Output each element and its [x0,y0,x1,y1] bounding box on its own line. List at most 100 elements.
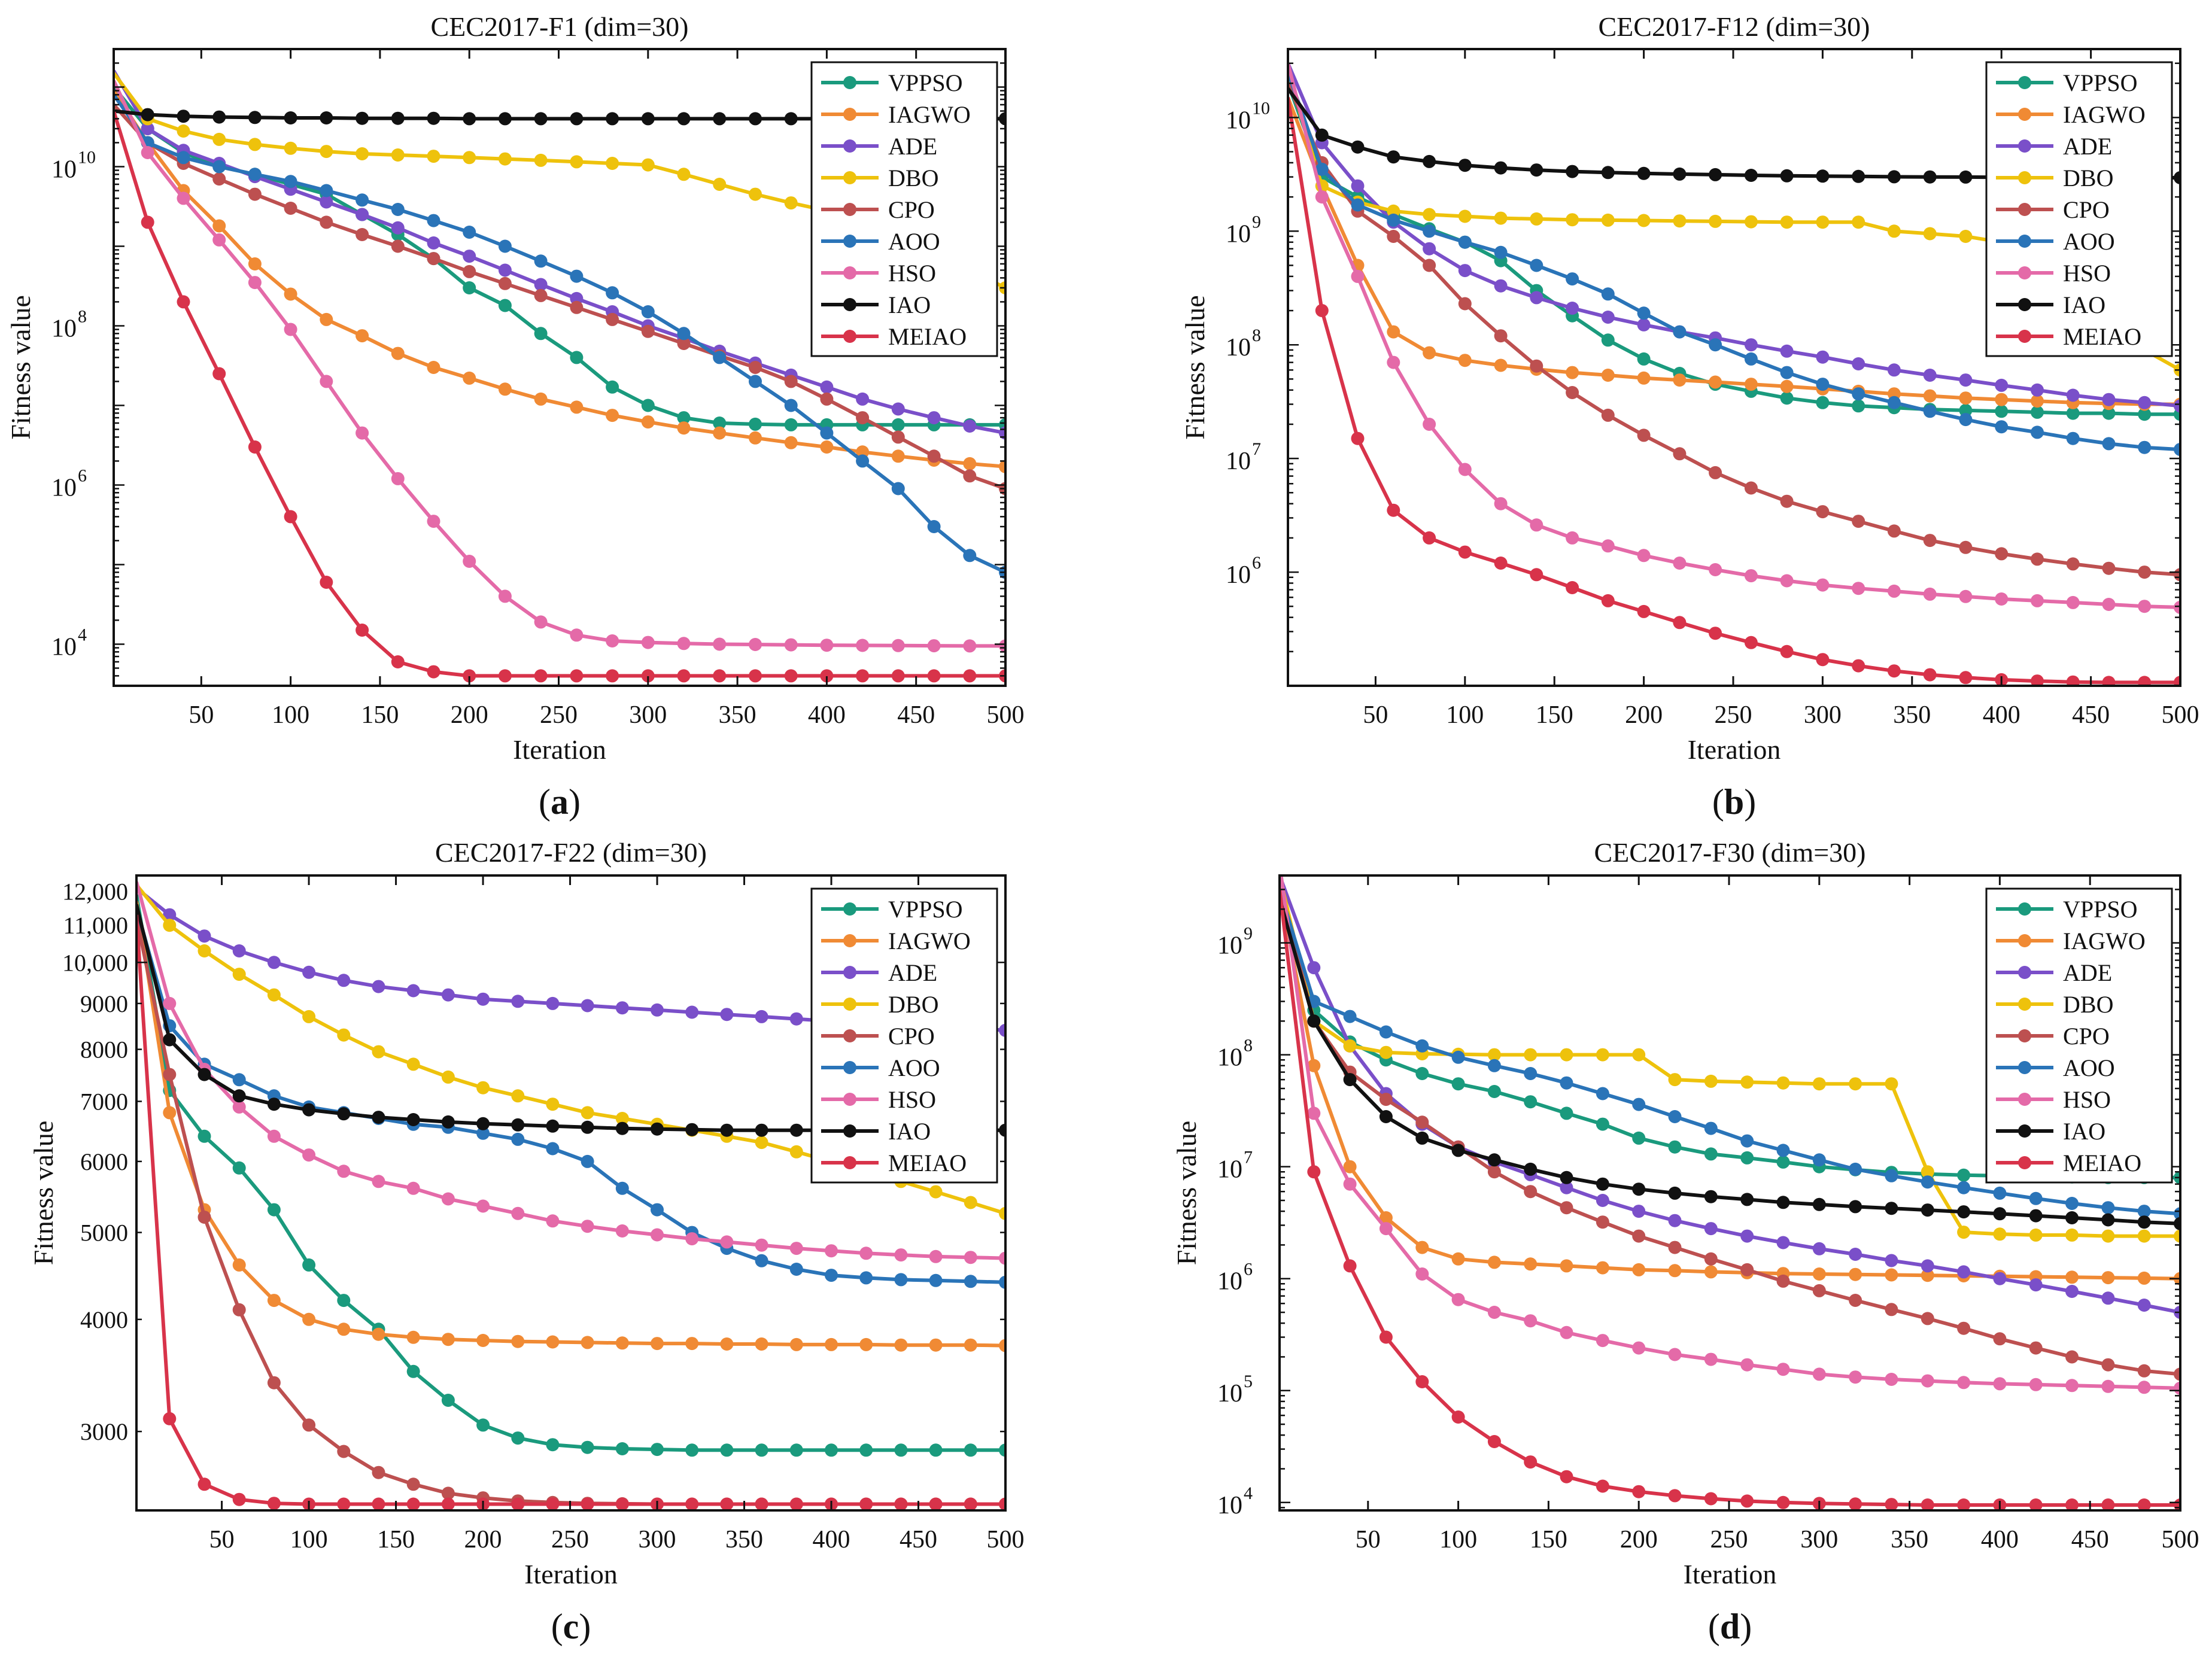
data-point-iao [1560,1170,1573,1184]
data-point-iao [615,1121,629,1135]
panel-caption: (c) [551,1607,591,1646]
data-point-iao [463,112,476,126]
legend-swatch-marker [843,330,856,343]
y-tick-base: 10 [1217,932,1242,960]
x-tick-label: 450 [2071,1526,2109,1553]
data-point-meiao [749,669,762,683]
legend-item-dbo: DBO [821,165,938,191]
data-point-iao [441,1115,455,1129]
data-point-ade [2031,383,2044,397]
data-point-dbo [1957,1226,1971,1239]
data-point-cpo [212,172,226,186]
data-point-iagwo [1494,358,1508,372]
data-point-cpo [1923,534,1937,548]
data-point-vppso [476,1418,490,1432]
data-point-cpo [1387,230,1400,243]
data-point-cpo [1668,1241,1682,1254]
data-point-hso [1530,518,1543,532]
legend-swatch-marker [843,139,856,153]
data-point-ade [2066,388,2080,402]
data-point-hso [713,637,727,651]
data-point-aoo [391,203,405,216]
data-point-ade [999,1023,1005,1037]
data-point-dbo [929,1185,943,1199]
data-point-iao [534,112,548,126]
data-point-dbo [463,151,476,165]
data-point-aoo [1744,352,1758,366]
y-tick-label: 6000 [80,1148,128,1175]
data-point-hso [927,639,941,653]
data-point-dbo [641,158,655,172]
data-point-aoo [1776,1144,1790,1157]
data-point-iao [1596,1177,1609,1191]
data-point-meiao [1379,1330,1393,1344]
data-point-cpo [1673,447,1687,461]
data-point-iao [372,1111,385,1124]
data-point-aoo [1885,1169,1898,1182]
data-point-meiao [1351,431,1365,445]
data-point-vppso [784,418,798,431]
data-point-vppso [641,399,655,412]
data-point-hso [1812,1367,1826,1381]
data-point-dbo [581,1106,594,1120]
y-tick-label: 10,000 [62,949,128,976]
panel-caption: (d) [1708,1607,1752,1646]
data-point-meiao [713,669,727,683]
data-point-meiao [1307,1165,1321,1179]
legend-swatch-marker [2018,966,2031,979]
data-point-cpo [198,1211,211,1224]
legend-item-ade: ADE [1996,133,2112,160]
y-tick-label: 7000 [80,1088,128,1115]
data-point-iao [1776,1196,1790,1209]
data-point-iao [1632,1182,1646,1196]
x-tick-label: 450 [900,1526,937,1553]
data-point-hso [651,1228,664,1242]
axes-frame [1278,874,2181,1512]
data-point-iao [749,112,762,126]
data-point-cpo [1776,1274,1790,1288]
data-point-aoo [755,1254,768,1267]
data-point-ade [1740,1229,1754,1243]
data-point-hso [476,1199,490,1213]
data-point-dbo [1816,215,1830,229]
data-point-ade [1812,1242,1826,1255]
legend-label: MEIAO [888,323,967,350]
data-point-iao [1849,1200,1862,1214]
y-tick-label: 8000 [80,1036,128,1063]
data-point-ade [789,1012,803,1026]
data-point-cpo [1560,1201,1573,1215]
chart-panel-a: CEC2017-F1 (dim=30) 50 100 150 200 250 300 350 4… [5,11,1025,822]
data-point-cpo [1849,1294,1862,1307]
data-point-hso [1487,1306,1501,1319]
data-point-cpo [2065,1350,2079,1364]
legend-swatch-marker [2018,998,2031,1011]
data-point-dbo [232,968,246,981]
data-point-iagwo [1423,346,1436,360]
legend-item-iagwo: IAGWO [821,101,971,128]
legend-label: DBO [888,991,938,1018]
legend: VPPSO IAGWO ADE DBO CPO AOO HSO IAO MEIAO [1985,887,2173,1184]
data-point-aoo [677,327,691,340]
data-point-ade [546,996,560,1010]
data-point-dbo [1709,214,1722,228]
data-point-meiao [511,1497,525,1510]
data-point-dbo [476,1081,490,1094]
data-point-iao [198,1068,211,1081]
data-point-iagwo [427,361,440,374]
data-point-dbo [302,1010,316,1023]
data-point-iao [1744,169,1758,182]
legend-label: CPO [888,1023,935,1050]
data-point-iagwo [476,1334,490,1347]
data-point-hso [2101,1379,2115,1393]
legend-label: IAGWO [888,928,971,954]
data-point-meiao [1852,659,1865,673]
data-point-iao [356,111,369,125]
data-point-dbo [1596,1048,1609,1062]
y-tick-label: 10 8 [51,306,87,342]
legend-item-iagwo: IAGWO [821,928,971,954]
x-tick-label: 350 [1891,1526,1928,1553]
data-point-cpo [427,252,440,266]
data-point-ade [406,984,420,998]
y-tick-exponent: 9 [1252,212,1261,232]
data-point-hso [1709,563,1722,576]
